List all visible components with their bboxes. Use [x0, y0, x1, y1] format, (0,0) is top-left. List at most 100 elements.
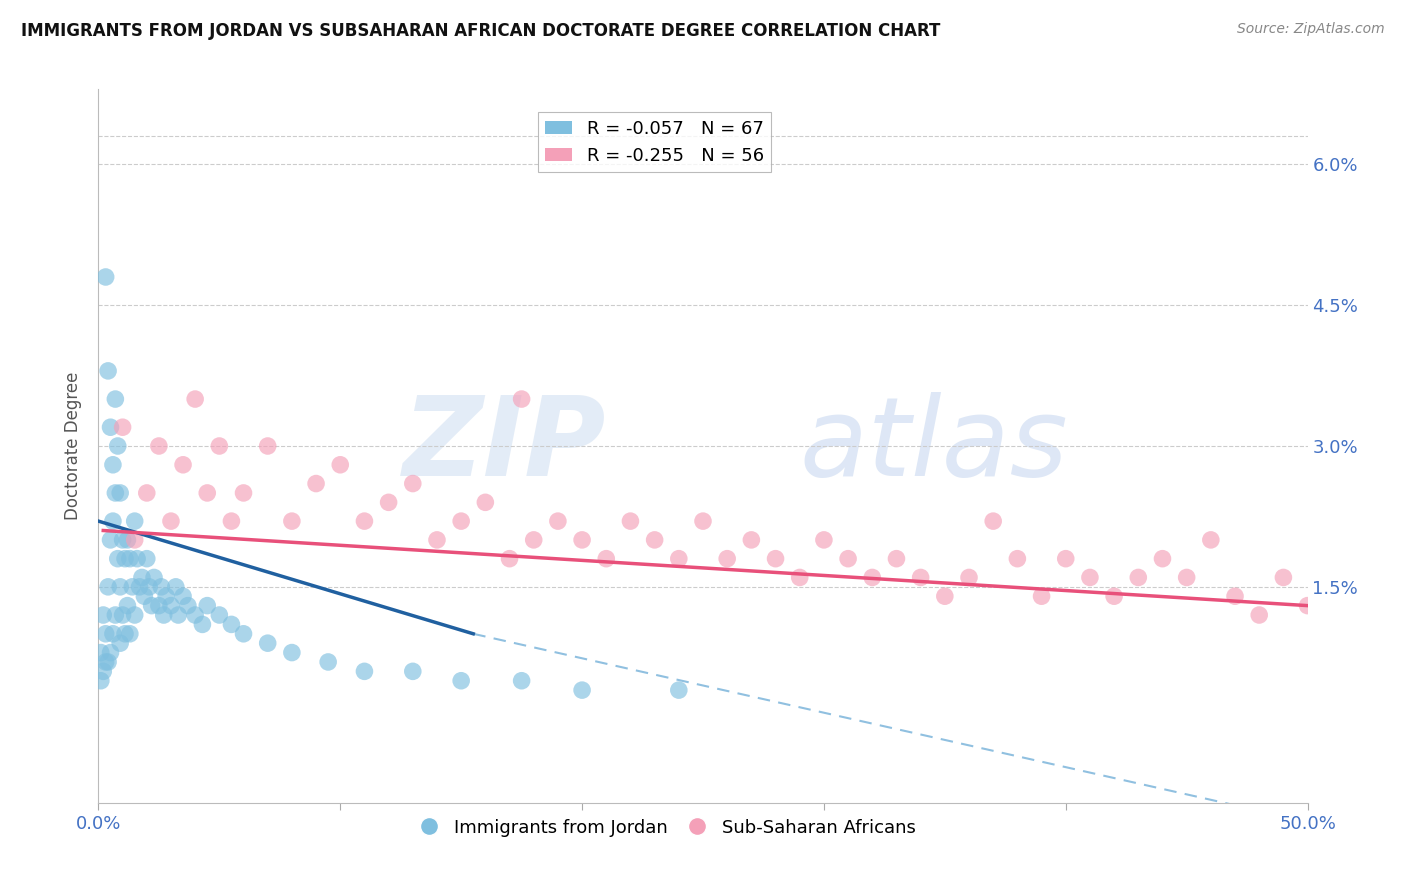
Point: [101, 514, 124, 528]
Point: [256, 439, 278, 453]
Text: IMMIGRANTS FROM JORDAN VS SUBSAHARAN AFRICAN DOCTORATE DEGREE CORRELATION CHART: IMMIGRANTS FROM JORDAN VS SUBSAHARAN AFR…: [21, 22, 941, 40]
Point: [107, 439, 129, 453]
Point: [221, 617, 243, 632]
Point: [886, 551, 908, 566]
Point: [426, 533, 449, 547]
Point: [510, 392, 533, 406]
Point: [172, 589, 194, 603]
Point: [402, 476, 425, 491]
Point: [619, 514, 641, 528]
Point: [1296, 599, 1319, 613]
Point: [184, 607, 207, 622]
Point: [104, 607, 127, 622]
Point: [124, 514, 146, 528]
Point: [910, 570, 932, 584]
Point: [108, 636, 131, 650]
Point: [111, 420, 134, 434]
Point: [1175, 570, 1198, 584]
Point: [100, 533, 122, 547]
Point: [1007, 551, 1029, 566]
Y-axis label: Doctorate Degree: Doctorate Degree: [65, 372, 83, 520]
Point: [1102, 589, 1125, 603]
Point: [716, 551, 738, 566]
Point: [377, 495, 399, 509]
Point: [160, 599, 183, 613]
Point: [191, 617, 214, 632]
Point: [1152, 551, 1174, 566]
Point: [111, 607, 134, 622]
Point: [117, 599, 139, 613]
Point: [114, 551, 136, 566]
Point: [104, 486, 127, 500]
Point: [402, 665, 425, 679]
Point: [143, 570, 166, 584]
Point: [91, 607, 114, 622]
Point: [100, 420, 122, 434]
Point: [134, 589, 156, 603]
Point: [94, 655, 117, 669]
Point: [118, 551, 141, 566]
Point: [94, 627, 117, 641]
Point: [450, 673, 472, 688]
Point: [740, 533, 762, 547]
Text: atlas: atlas: [800, 392, 1069, 500]
Point: [108, 580, 131, 594]
Point: [101, 627, 124, 641]
Point: [232, 486, 254, 500]
Point: [108, 486, 131, 500]
Point: [208, 607, 231, 622]
Point: [152, 607, 174, 622]
Point: [1128, 570, 1150, 584]
Point: [107, 551, 129, 566]
Point: [208, 439, 231, 453]
Point: [353, 665, 375, 679]
Point: [127, 551, 149, 566]
Point: [232, 627, 254, 641]
Point: [329, 458, 352, 472]
Point: [121, 580, 143, 594]
Point: [668, 551, 690, 566]
Point: [305, 476, 328, 491]
Point: [1078, 570, 1101, 584]
Point: [117, 533, 139, 547]
Point: [97, 580, 120, 594]
Point: [281, 646, 304, 660]
Point: [498, 551, 520, 566]
Point: [934, 589, 956, 603]
Point: [104, 392, 127, 406]
Point: [167, 607, 190, 622]
Point: [135, 486, 157, 500]
Point: [860, 570, 883, 584]
Point: [765, 551, 787, 566]
Point: [644, 533, 666, 547]
Point: [256, 636, 278, 650]
Point: [118, 627, 141, 641]
Point: [571, 533, 593, 547]
Legend: Immigrants from Jordan, Sub-Saharan Africans: Immigrants from Jordan, Sub-Saharan Afri…: [411, 812, 922, 844]
Point: [510, 673, 533, 688]
Point: [150, 580, 173, 594]
Point: [128, 580, 150, 594]
Point: [97, 364, 120, 378]
Point: [1223, 589, 1246, 603]
Point: [131, 570, 153, 584]
Point: [177, 599, 200, 613]
Point: [94, 270, 117, 285]
Point: [316, 655, 339, 669]
Point: [135, 551, 157, 566]
Point: [957, 570, 980, 584]
Point: [101, 458, 124, 472]
Point: [221, 514, 243, 528]
Point: [160, 514, 183, 528]
Point: [595, 551, 617, 566]
Point: [692, 514, 714, 528]
Point: [138, 580, 160, 594]
Point: [981, 514, 1004, 528]
Point: [155, 589, 177, 603]
Point: [1249, 607, 1271, 622]
Point: [148, 599, 170, 613]
Point: [148, 439, 170, 453]
Point: [547, 514, 569, 528]
Point: [97, 655, 120, 669]
Point: [90, 673, 112, 688]
